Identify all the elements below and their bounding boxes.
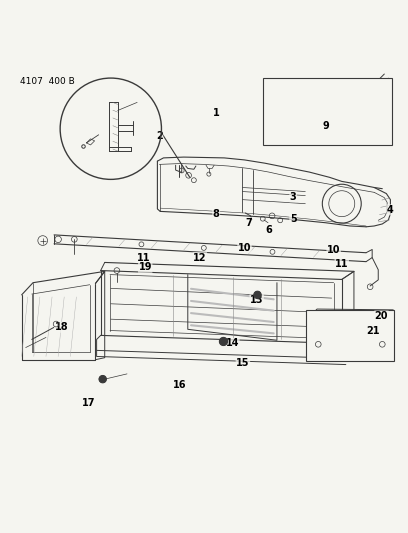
Text: 11: 11 — [136, 253, 150, 263]
Text: 8: 8 — [213, 209, 220, 219]
Text: 17: 17 — [82, 399, 95, 408]
Text: 15: 15 — [236, 358, 250, 368]
Text: 18: 18 — [55, 322, 68, 332]
Text: 7: 7 — [245, 218, 252, 228]
Text: 16: 16 — [173, 380, 186, 390]
Text: 14: 14 — [226, 338, 239, 349]
Text: 10: 10 — [327, 245, 340, 255]
Circle shape — [254, 291, 261, 298]
Text: 13: 13 — [250, 295, 264, 305]
Bar — [263, 78, 392, 145]
Circle shape — [220, 337, 228, 345]
Text: 5: 5 — [290, 214, 297, 224]
Text: 4107  400 B: 4107 400 B — [20, 77, 74, 86]
Bar — [306, 310, 395, 360]
Circle shape — [99, 376, 106, 383]
Text: 10: 10 — [238, 243, 251, 253]
Text: 11: 11 — [335, 259, 348, 269]
Text: 21: 21 — [367, 326, 380, 336]
Text: 12: 12 — [193, 253, 207, 263]
Text: 19: 19 — [138, 262, 152, 272]
Text: 20: 20 — [375, 311, 388, 321]
Text: 6: 6 — [266, 225, 272, 235]
Text: 9: 9 — [322, 121, 329, 131]
Text: 3: 3 — [290, 192, 297, 202]
Text: 2: 2 — [156, 131, 163, 141]
Text: 4: 4 — [387, 205, 394, 215]
Text: 1: 1 — [213, 108, 220, 118]
